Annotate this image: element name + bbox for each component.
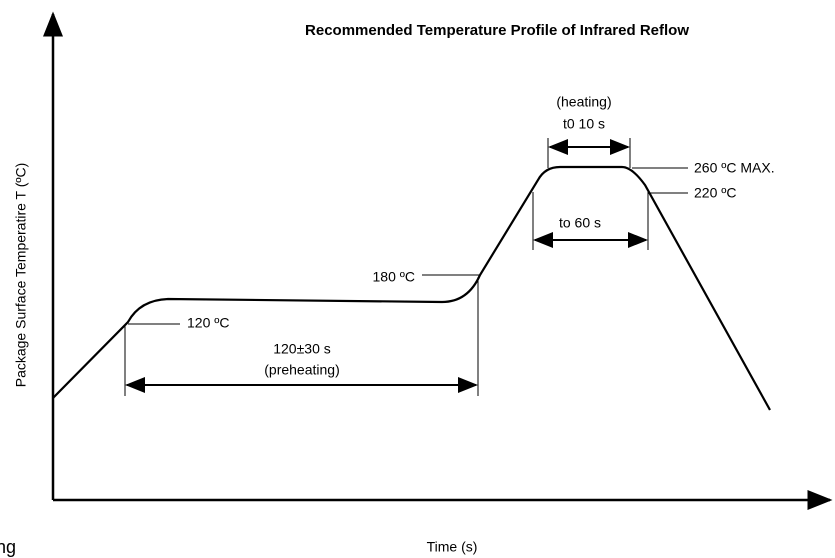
annotation: 120 ºC: [187, 315, 229, 331]
profile-curve: [52, 165, 771, 411]
annotation: 120±30 s: [273, 341, 331, 357]
annotation: 220 ºC: [694, 185, 736, 201]
annotation: (preheating): [264, 362, 340, 378]
y-axis-label: Package Surface Temperatire T (ºC): [13, 163, 29, 388]
annotation: t0 10 s: [563, 116, 605, 132]
annotation: 180 ºC: [373, 269, 415, 285]
title: Recommended Temperature Profile of Infra…: [305, 22, 689, 39]
annotation: to 60 s: [559, 215, 601, 231]
annotation: 260 ºC MAX.: [694, 160, 775, 176]
x-axis-label: Time (s): [427, 539, 478, 555]
fragment: ng: [0, 537, 16, 557]
annotation: (heating): [556, 94, 611, 110]
